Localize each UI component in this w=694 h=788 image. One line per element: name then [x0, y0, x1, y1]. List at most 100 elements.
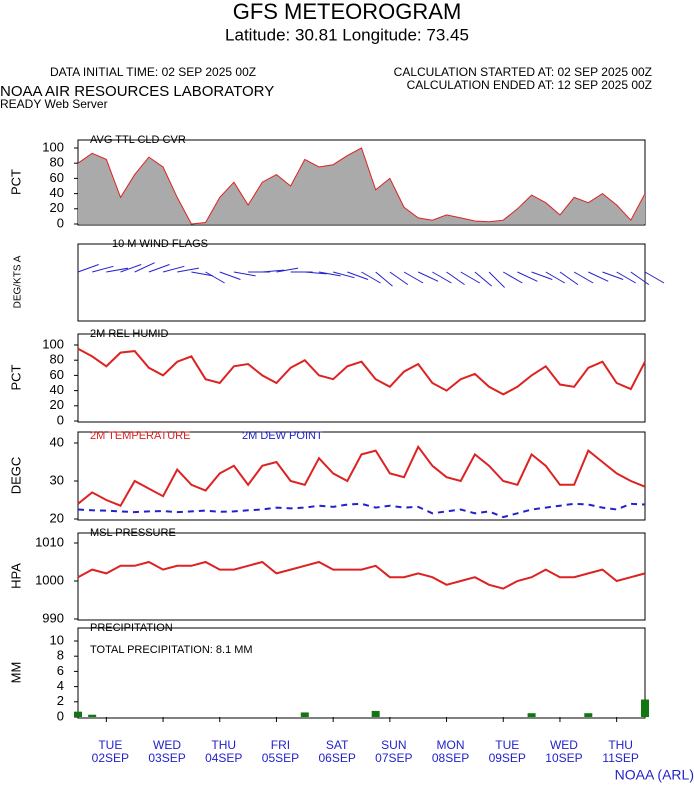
precip-bar [641, 699, 649, 717]
wind-flag [148, 264, 170, 273]
panel-title: 10 M WIND FLAGS [112, 238, 208, 250]
wind-flag [559, 271, 579, 286]
date-label: 07SEP [375, 751, 412, 765]
title: GFS METEOROGRAM [233, 0, 462, 24]
legend-entry: 2M TEMPERATURE [90, 430, 190, 442]
y-tick-label: 100 [42, 336, 64, 351]
wind-flag [77, 264, 99, 273]
day-label: SAT [326, 738, 349, 752]
calc-ended: CALCULATION ENDED AT: 12 SEP 2025 00Z [407, 78, 652, 92]
y-tick-label: 100 [42, 139, 64, 154]
y-tick-label: 30 [50, 472, 64, 487]
panel-frame [77, 431, 646, 521]
y-tick-label: 60 [50, 170, 64, 185]
wind-flag [219, 271, 241, 280]
wind-flag [134, 262, 155, 273]
wind-flag [389, 271, 409, 286]
cloud-line [77, 147, 646, 225]
y-tick-label: 40 [50, 382, 64, 397]
panel-title: PRECIPITATION [90, 622, 173, 634]
org: NOAA AIR RESOURCES LABORATORY [0, 83, 274, 100]
wind-flag [375, 271, 393, 287]
wind-flag [177, 267, 199, 273]
day-label: THU [211, 738, 236, 752]
y-axis-label: HPA [8, 563, 23, 589]
subtitle: Latitude: 30.81 Longitude: 73.45 [225, 25, 469, 44]
y-tick-label: 20 [50, 397, 64, 412]
y-tick-label: 4 [57, 678, 64, 693]
wind-flag [573, 271, 594, 284]
day-label: TUE [98, 738, 122, 752]
day-label: SUN [381, 738, 406, 752]
y-tick-label: 1000 [35, 572, 64, 587]
init-time: DATA INITIAL TIME: 02 SEP 2025 00Z [50, 65, 256, 79]
wind-flag [588, 271, 609, 282]
precip-bar [88, 714, 97, 717]
wind-flag [347, 271, 369, 280]
panel-frame [77, 243, 646, 322]
y-tick-label: 1010 [35, 534, 64, 549]
y-tick-label: 0 [57, 708, 64, 723]
y-tick-label: 80 [50, 352, 64, 367]
series-line [77, 502, 646, 519]
series-line [77, 444, 646, 507]
y-tick-label: 8 [57, 648, 64, 663]
wind-flag [191, 271, 214, 277]
wind-flag [502, 271, 523, 284]
wind-flag [446, 271, 465, 286]
date-label: 04SEP [205, 751, 242, 765]
y-tick-label: 0 [57, 412, 64, 427]
server: READY Web Server [0, 97, 108, 111]
precip-bar [527, 713, 536, 717]
y-tick-label: 80 [50, 155, 64, 170]
y-tick-label: 40 [50, 434, 64, 449]
date-label: 09SEP [489, 751, 526, 765]
wind-flag [545, 271, 566, 284]
wind-flag [644, 271, 665, 284]
wind-flag [106, 267, 129, 273]
wind-flag [432, 271, 452, 284]
wind-flag [403, 271, 424, 284]
day-label: FRI [271, 738, 290, 752]
calc-started: CALCULATION STARTED AT: 02 SEP 2025 00Z [394, 65, 652, 79]
y-tick-label: 20 [50, 510, 64, 525]
date-label: 05SEP [262, 751, 299, 765]
wind-flag [276, 267, 299, 273]
date-label: 11SEP [602, 751, 638, 765]
wind-flag [417, 271, 439, 282]
wind-flag [233, 271, 256, 277]
wind-flag [460, 271, 481, 284]
day-label: WED [153, 738, 181, 752]
wind-flag [602, 271, 624, 280]
footer: NOAA (ARL) [615, 767, 694, 783]
y-tick-label: 2 [57, 693, 64, 708]
precip-bar [584, 713, 593, 717]
panel-title: 2M REL HUMID [90, 328, 168, 340]
precip-bar [300, 712, 309, 717]
day-label: TUE [495, 738, 519, 752]
day-label: THU [608, 738, 633, 752]
panel-title: AVG TTL CLD CVR [90, 134, 186, 146]
date-label: 06SEP [318, 751, 355, 765]
day-label: WED [550, 738, 578, 752]
wind-flag [531, 271, 553, 280]
panel-frame [77, 333, 646, 423]
wind-flag [205, 271, 225, 284]
wind-flag [488, 271, 505, 288]
date-label: 08SEP [432, 751, 469, 765]
y-tick-label: 990 [42, 610, 64, 625]
series-line [77, 347, 646, 396]
y-tick-label: 20 [50, 200, 64, 215]
panel-frame [77, 627, 646, 719]
wind-flag [92, 265, 114, 273]
wind-flag [120, 264, 142, 273]
wind-flag [474, 271, 493, 287]
wind-flag [304, 271, 327, 275]
day-label: MON [437, 738, 465, 752]
wind-flag [517, 271, 538, 282]
wind-flag [630, 271, 650, 286]
wind-flag [333, 271, 355, 279]
wind-flag [361, 271, 381, 284]
date-label: 03SEP [148, 751, 185, 765]
cloud-area [78, 148, 645, 224]
